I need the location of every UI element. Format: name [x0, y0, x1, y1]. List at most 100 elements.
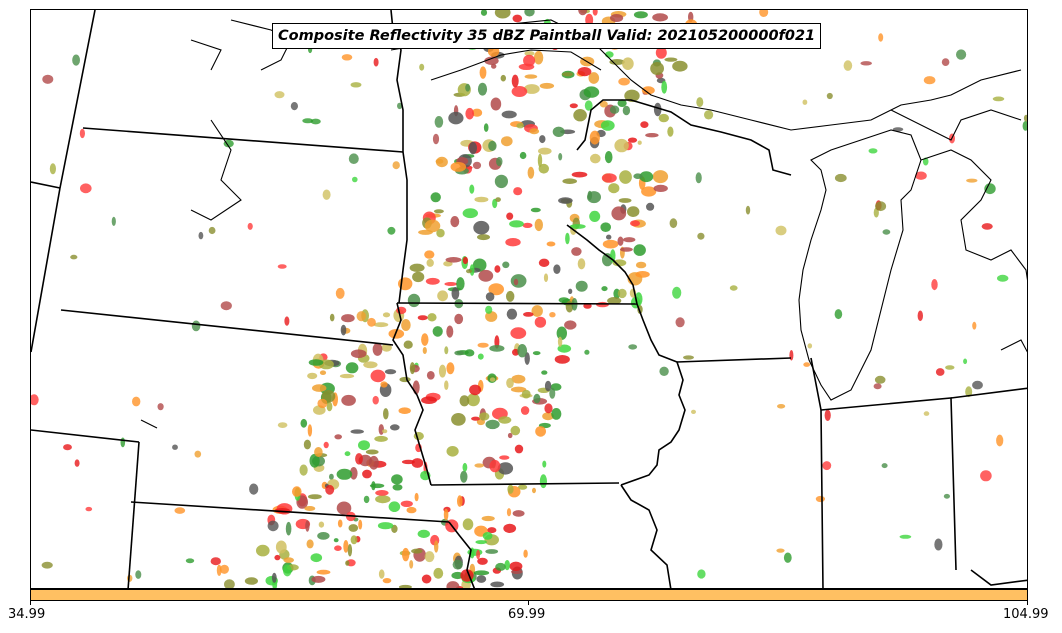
- paintball-blob: [630, 220, 640, 227]
- paintball-blob: [641, 86, 655, 95]
- paintball-blob: [370, 369, 386, 383]
- paintball-blob: [474, 196, 489, 203]
- paintball-blob: [375, 490, 389, 496]
- paintball-blob: [600, 222, 611, 232]
- paintball-blob: [356, 311, 366, 322]
- paintball-blob: [368, 455, 379, 470]
- paintball-blob: [599, 100, 608, 108]
- paintball-blob: [490, 97, 502, 111]
- paintball-blob: [444, 346, 449, 355]
- paintball-blob: [174, 507, 186, 514]
- paintball-blob: [469, 141, 477, 155]
- paintball-blob: [553, 264, 561, 274]
- paintball-blob: [996, 434, 1004, 447]
- paintball-blob: [892, 127, 904, 132]
- paintball-blob: [612, 259, 627, 267]
- paintball-blob: [477, 557, 488, 565]
- paintball-blob: [378, 569, 385, 579]
- paintball-blob: [783, 552, 792, 563]
- paintball-blob: [542, 412, 554, 421]
- paintball-blob: [589, 210, 601, 222]
- paintball-blob: [506, 308, 518, 320]
- paintball-blob: [339, 373, 355, 379]
- paintball-blob: [824, 409, 831, 421]
- paintball-blob: [402, 547, 410, 562]
- paintball-blob: [462, 256, 468, 265]
- paintball-blob: [538, 163, 549, 174]
- paintball-blob: [509, 220, 524, 228]
- paintball-blob: [521, 389, 531, 399]
- paintball-blob: [610, 14, 624, 22]
- paintball-blob: [759, 10, 769, 17]
- paintball-blob: [551, 408, 562, 420]
- paintball-blob: [524, 352, 530, 365]
- paintball-blob: [943, 493, 951, 499]
- paintball-blob: [544, 403, 553, 414]
- paintball-blob: [411, 548, 423, 554]
- paintball-blob: [31, 394, 39, 406]
- paintball-blob: [965, 386, 973, 398]
- paintball-blob: [494, 265, 501, 273]
- paintball-blob: [372, 342, 383, 356]
- paintball-blob: [834, 309, 843, 320]
- paintball-blob: [477, 82, 488, 96]
- paintball-blob: [304, 506, 316, 511]
- paintball-blob: [381, 343, 392, 352]
- paintball-blob: [462, 518, 474, 531]
- colorbar-tick-label-left: 34.99: [8, 607, 46, 622]
- paintball-blob: [344, 451, 351, 457]
- paintball-blob: [544, 380, 552, 392]
- paintball-blob: [444, 380, 449, 391]
- paintball-blob: [627, 137, 638, 143]
- paintball-blob: [539, 82, 555, 89]
- paintball-blob: [373, 322, 389, 328]
- paintball-blob: [562, 178, 577, 184]
- paintball-blob: [552, 126, 565, 137]
- paintball-blob: [322, 189, 331, 200]
- paintball-blob: [79, 128, 85, 139]
- paintball-blob: [267, 520, 279, 532]
- paintball-blob: [530, 207, 541, 213]
- paintball-blob: [997, 274, 1009, 282]
- paintball-blob: [302, 118, 314, 124]
- paintball-blob: [561, 72, 574, 77]
- paintball-blob: [488, 283, 505, 296]
- paintball-blob: [384, 369, 397, 375]
- paintball-blob: [588, 72, 600, 84]
- paintball-blob: [512, 14, 523, 23]
- paintball-blob: [875, 201, 887, 212]
- paintball-blob: [256, 544, 270, 557]
- paintball-blob: [469, 384, 482, 396]
- paintball-blob: [132, 396, 141, 407]
- paintball-blob: [590, 153, 601, 164]
- paintball-blob: [341, 54, 353, 61]
- paintball-blob: [611, 206, 627, 221]
- paintball-blob: [422, 347, 427, 354]
- paintball-blob: [658, 113, 669, 123]
- paintball-blob: [497, 462, 514, 475]
- paintball-blob: [412, 380, 420, 395]
- paintball-blob: [41, 561, 53, 569]
- paintball-blob: [575, 280, 588, 292]
- paintball-blob: [697, 232, 705, 240]
- paintball-blob: [42, 74, 54, 84]
- paintball-blob: [446, 446, 459, 457]
- paintball-blob: [198, 231, 204, 240]
- paintball-blob: [669, 218, 678, 229]
- paintball-blob: [624, 89, 640, 103]
- paintball-blob: [476, 575, 487, 583]
- paintball-blob: [417, 529, 430, 539]
- paintball-blob: [336, 468, 353, 480]
- paintball-blob: [290, 102, 298, 111]
- paintball-blob: [63, 444, 72, 451]
- paintball-blob: [653, 102, 662, 117]
- paintball-blob: [963, 358, 968, 365]
- paintball-blob: [941, 58, 950, 66]
- paintball-blob: [495, 197, 501, 203]
- paintball-blob: [569, 224, 586, 229]
- paintball-blob: [456, 277, 465, 291]
- paintball-blob: [308, 359, 324, 366]
- paintball-blob: [569, 103, 578, 109]
- paintball-blob: [435, 156, 448, 168]
- paintball-blob: [620, 247, 633, 252]
